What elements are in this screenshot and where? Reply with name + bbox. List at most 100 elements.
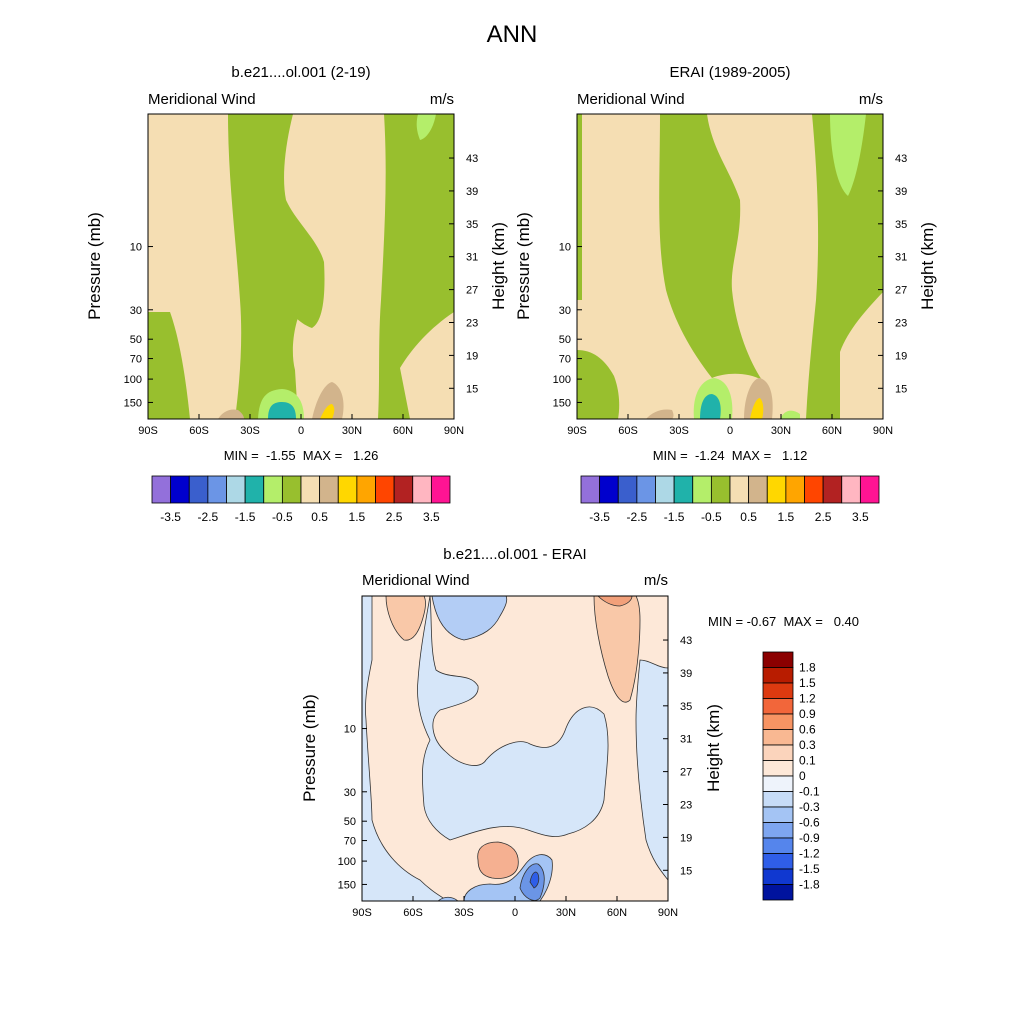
x-tick-label: 90N: [444, 425, 464, 437]
x-axis: 90S 60S 30S 0 30N 60N 90N: [138, 414, 464, 437]
panel-title: b.e21....ol.001 (2-19): [231, 64, 370, 81]
x-axis: 90S 60S 30S 0 30N 60N 90N: [567, 414, 893, 437]
colorbar-swatch: [692, 475, 712, 504]
colorbar-swatch: [170, 475, 190, 504]
y-right-tick-label: 15: [895, 383, 907, 395]
colorbar-swatch: [766, 475, 787, 504]
colorbar-swatch: [710, 475, 731, 504]
x-tick-label: 90S: [138, 425, 158, 437]
x-tick-label: 60S: [189, 425, 209, 437]
min-max-label: MIN = -1.55 MAX = 1.26: [224, 448, 379, 463]
colorbar-swatch: [655, 475, 675, 504]
colorbar-label: -0.5: [272, 510, 293, 524]
y-tick-label: 10: [130, 242, 142, 254]
y-right-tick-label: 19: [680, 832, 692, 844]
colorbar-label: 0: [799, 769, 806, 783]
colorbar-label: -0.9: [799, 831, 820, 845]
colorbar-label: -0.1: [799, 785, 820, 799]
y-tick-label: 150: [553, 397, 571, 409]
y-axis-right-label: Height (km): [704, 704, 723, 792]
y-tick-label: 10: [344, 724, 356, 736]
y-tick-label: 100: [124, 374, 142, 386]
colorbar-label: 1.5: [799, 676, 816, 690]
y-tick-label: 30: [130, 305, 142, 317]
colorbar-swatch: [356, 475, 376, 504]
colorbar-label: 1.2: [799, 692, 816, 706]
colorbar-swatch: [822, 475, 843, 504]
variable-label: Meridional Wind: [148, 91, 256, 108]
y-tick-label: 70: [130, 354, 142, 366]
colorbar-swatch: [617, 475, 638, 504]
x-tick-label: 30S: [669, 425, 689, 437]
colorbar-swatch: [762, 667, 794, 684]
colorbar: -3.5 -2.5 -1.5 -0.5 0.5 1.5 2.5 3.5: [580, 475, 880, 524]
variable-label: Meridional Wind: [577, 91, 685, 108]
y-axis-right: 43 39 35 31 27 23 19 15: [878, 153, 907, 395]
fill-region: [744, 378, 773, 419]
colorbar-swatch: [748, 475, 768, 504]
variable-label: Meridional Wind: [362, 572, 470, 589]
colorbar-swatch: [804, 475, 824, 504]
x-tick-label: 0: [727, 425, 733, 437]
y-axis-left: 10 30 50 70 100 150: [553, 242, 582, 409]
x-tick-label: 30S: [454, 907, 474, 919]
x-tick-label: 30N: [556, 907, 576, 919]
colorbar-swatch: [762, 713, 794, 730]
colorbar: 1.81.5 1.20.9 0.60.3 0.10 -0.1-0.3 -0.6-0.9 -1…: [762, 651, 820, 901]
fill-region: [646, 409, 674, 419]
colorbar-label: -3.5: [589, 510, 610, 524]
y-tick-label: 100: [553, 374, 571, 386]
colorbar-label: -0.6: [799, 816, 820, 830]
colorbar-swatch: [151, 475, 172, 504]
contour-fill: [148, 114, 454, 419]
colorbar-swatch: [244, 475, 265, 504]
y-right-tick-label: 43: [680, 635, 692, 647]
fill-region: [268, 402, 296, 419]
colorbar-swatch: [762, 806, 794, 823]
colorbar-swatch: [226, 475, 246, 504]
panel-model: b.e21....ol.001 (2-19) Meridional Wind m…: [85, 64, 508, 524]
fill-region: [750, 398, 764, 419]
fill-region: [700, 394, 721, 419]
panel-difference: b.e21....ol.001 - ERAI Meridional Wind m…: [300, 546, 859, 919]
colorbar-swatch: [375, 475, 395, 504]
colorbar-swatch: [337, 475, 358, 504]
y-axis-left: 10 30 50 70 100 150: [338, 724, 367, 891]
colorbar-swatch: [580, 475, 601, 504]
x-tick-label: 60N: [822, 425, 842, 437]
panel-observations: ERAI (1989-2005) Meridional Wind m/s 90S…: [514, 64, 937, 524]
colorbar-swatch: [762, 729, 794, 746]
fill-region: [597, 596, 633, 607]
x-tick-label: 60S: [618, 425, 638, 437]
colorbar-label: 0.5: [740, 510, 757, 524]
y-tick-label: 30: [344, 787, 356, 799]
colorbar-swatch: [785, 475, 805, 504]
fill-region: [529, 871, 540, 889]
fill-region: [659, 114, 762, 380]
y-right-tick-label: 27: [680, 767, 692, 779]
y-right-tick-label: 23: [466, 318, 478, 330]
y-right-tick-label: 15: [466, 383, 478, 395]
units-label: m/s: [859, 91, 883, 108]
y-right-tick-label: 23: [680, 800, 692, 812]
colorbar-label: 0.5: [311, 510, 328, 524]
y-axis-right-label: Height (km): [918, 222, 937, 310]
fill-region: [417, 596, 609, 841]
colorbar-swatch: [762, 682, 794, 699]
fill-region: [362, 596, 449, 901]
colorbar-label: 2.5: [386, 510, 403, 524]
colorbar-label: 0.1: [799, 754, 816, 768]
y-right-tick-label: 19: [466, 350, 478, 362]
colorbar: -3.5 -2.5 -1.5 -0.5 0.5 1.5 2.5 3.5: [151, 475, 451, 524]
y-axis-right: 43 39 35 31 27 23 19 15: [663, 635, 692, 877]
y-right-tick-label: 27: [895, 285, 907, 297]
fill-region: [431, 596, 508, 641]
y-tick-label: 100: [338, 856, 356, 868]
y-right-tick-label: 35: [466, 219, 478, 231]
colorbar-swatch: [859, 475, 880, 504]
fill-region: [577, 230, 582, 254]
y-axis-label: Pressure (mb): [514, 212, 533, 320]
colorbar-label: 1.8: [799, 661, 816, 675]
y-right-tick-label: 35: [895, 219, 907, 231]
